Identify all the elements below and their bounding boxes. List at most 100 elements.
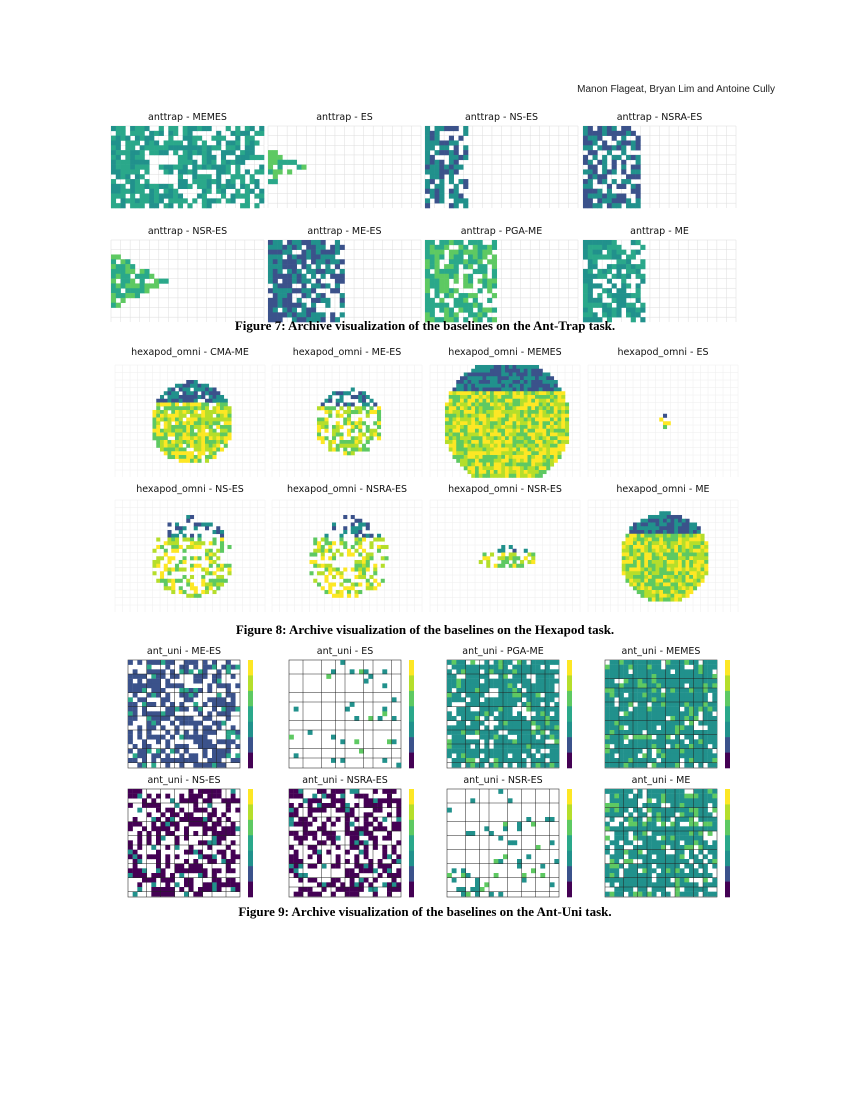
cell	[460, 410, 465, 415]
cell	[445, 406, 450, 411]
cell	[190, 406, 195, 411]
cell	[490, 436, 495, 441]
cell	[190, 383, 195, 388]
cell	[220, 440, 225, 445]
cell	[538, 458, 543, 463]
cell	[553, 398, 558, 403]
cell	[626, 154, 632, 161]
cell	[448, 159, 454, 165]
cell	[225, 140, 231, 146]
cell	[663, 590, 668, 595]
cell	[605, 762, 610, 768]
cell	[211, 179, 217, 185]
cell	[486, 398, 491, 403]
cell	[198, 706, 203, 712]
cell	[451, 683, 457, 689]
cell	[429, 154, 435, 161]
cell	[167, 556, 172, 561]
cell	[343, 417, 348, 422]
cell	[700, 563, 705, 568]
cell	[461, 739, 466, 745]
cell	[144, 273, 150, 279]
cell	[523, 451, 528, 456]
cell	[471, 436, 476, 441]
cell	[179, 702, 185, 707]
cell	[505, 455, 510, 460]
cell	[540, 669, 546, 675]
cell	[201, 193, 207, 199]
cell	[343, 578, 348, 583]
cell	[642, 688, 648, 693]
cell	[170, 748, 175, 754]
cell	[240, 159, 246, 165]
cell	[670, 582, 675, 587]
cell	[391, 739, 397, 745]
cell	[663, 545, 668, 550]
cell	[531, 716, 536, 721]
cell	[629, 575, 634, 580]
cell	[475, 762, 480, 768]
cell	[636, 590, 641, 595]
cell	[339, 582, 344, 587]
cell	[465, 702, 471, 707]
cell	[149, 283, 155, 289]
cell	[149, 145, 155, 151]
cell	[226, 692, 231, 698]
cell	[647, 683, 652, 689]
colorbar	[409, 660, 414, 676]
cell	[362, 537, 367, 542]
cell	[549, 730, 555, 735]
cell	[535, 417, 540, 422]
cell	[516, 372, 521, 377]
cell	[339, 590, 344, 595]
cell	[523, 447, 528, 452]
cell	[132, 744, 138, 749]
cell	[128, 674, 133, 679]
colorbar	[409, 706, 414, 723]
cell	[597, 240, 603, 246]
cell	[475, 725, 480, 731]
cell	[190, 575, 195, 580]
cell	[512, 466, 517, 471]
cell	[212, 387, 217, 392]
cell	[324, 421, 329, 426]
cell	[508, 383, 513, 388]
cell	[648, 578, 653, 583]
cell	[358, 567, 363, 572]
cell	[583, 154, 589, 161]
cell	[216, 169, 222, 175]
cell	[512, 692, 518, 698]
cell	[512, 725, 518, 731]
cell	[362, 567, 367, 572]
cell	[549, 753, 555, 759]
cell	[696, 552, 701, 557]
cell	[174, 674, 180, 679]
cell	[377, 582, 382, 587]
cell	[451, 758, 457, 763]
cell	[542, 447, 547, 452]
cell	[526, 678, 532, 684]
cell	[549, 720, 555, 726]
cell	[320, 556, 325, 561]
cell	[226, 730, 231, 735]
cell	[347, 402, 352, 407]
cell	[182, 436, 187, 441]
cell	[277, 254, 283, 260]
cell	[193, 593, 198, 598]
colorbar	[248, 706, 253, 723]
cell	[619, 702, 624, 707]
cell	[501, 365, 506, 370]
cell	[168, 135, 174, 141]
panel-image	[271, 364, 423, 477]
cell	[482, 447, 487, 452]
cell	[644, 522, 649, 527]
cell	[550, 421, 555, 426]
cell	[313, 541, 318, 546]
cell	[377, 421, 382, 426]
cell	[486, 473, 491, 478]
cell	[335, 402, 340, 407]
cell	[125, 135, 131, 141]
cell	[220, 413, 225, 418]
cell	[444, 145, 450, 151]
cell	[630, 240, 636, 246]
